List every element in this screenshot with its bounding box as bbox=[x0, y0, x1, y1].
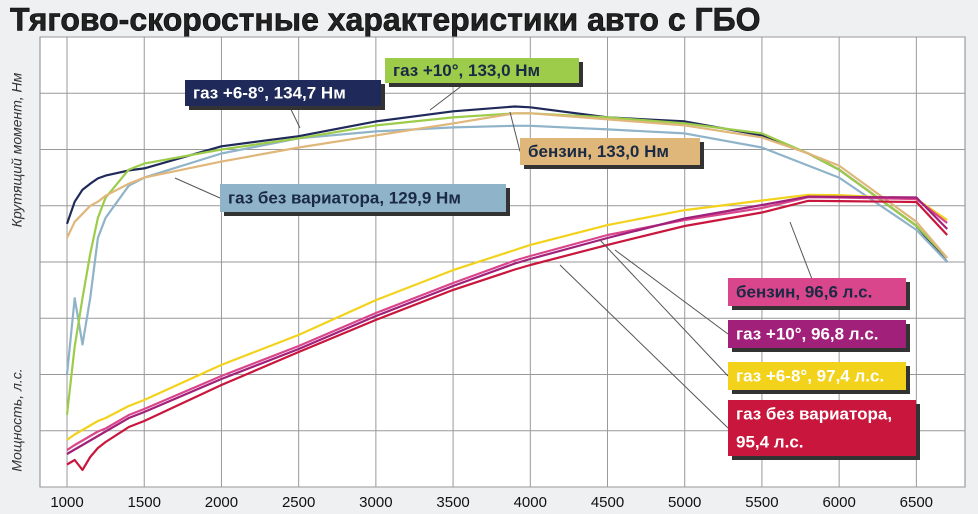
series-line bbox=[66, 195, 948, 455]
annotation-box bbox=[728, 400, 916, 456]
chart-title: Тягово-скоростные характеристики авто с … bbox=[10, 1, 761, 37]
annotation-text: 95,4 л.с. bbox=[736, 432, 804, 451]
annotation-text: газ +6-8°, 97,4 л.с. bbox=[736, 366, 884, 385]
annotation-box bbox=[185, 80, 381, 106]
annotation-text: бензин, 96,6 л.с. bbox=[736, 282, 872, 301]
series-line bbox=[66, 196, 948, 452]
leader-line bbox=[509, 111, 521, 152]
x-tick-label: 6500 bbox=[900, 494, 933, 511]
series-line bbox=[66, 193, 948, 441]
annotation-box bbox=[520, 138, 700, 165]
leader-line bbox=[599, 239, 729, 377]
x-tick-label: 2500 bbox=[282, 494, 315, 511]
leader-line bbox=[559, 264, 729, 429]
annotation-box bbox=[728, 362, 906, 390]
annotation-text: бензин, 133,0 Нм bbox=[528, 142, 669, 161]
leader-line bbox=[614, 249, 729, 335]
series-line bbox=[65, 124, 948, 375]
annotation-text: газ +10°, 133,0 Нм bbox=[393, 61, 540, 80]
y2-axis-label: Мощность, л.с. bbox=[9, 368, 25, 471]
x-tick-label: 1500 bbox=[128, 494, 161, 511]
series-line bbox=[66, 112, 949, 259]
annotation-text: газ +10°, 96,8 л.с. bbox=[736, 324, 879, 343]
leader-line bbox=[174, 177, 221, 199]
x-tick-label: 5000 bbox=[668, 494, 701, 511]
y-axis-label: Крутящий момент, Нм bbox=[9, 72, 25, 227]
x-tick-label: 1000 bbox=[50, 494, 83, 511]
x-tick-label: 5500 bbox=[745, 494, 778, 511]
series-line bbox=[65, 112, 948, 415]
series-line bbox=[66, 199, 949, 471]
x-tick-label: 4000 bbox=[514, 494, 547, 511]
x-tick-label: 3000 bbox=[359, 494, 392, 511]
annotation-text: газ без вариатора, bbox=[736, 404, 892, 423]
x-tick-label: 3500 bbox=[436, 494, 469, 511]
annotation-text: газ +6-8°, 134,7 Нм bbox=[193, 83, 346, 102]
x-tick-label: 4500 bbox=[591, 494, 624, 511]
annotation-box bbox=[728, 320, 906, 348]
x-tick-label: 2000 bbox=[205, 494, 238, 511]
x-tick-label: 6000 bbox=[822, 494, 855, 511]
annotation-text: газ без вариатора, 129,9 Нм bbox=[228, 188, 461, 207]
annotation-box bbox=[220, 184, 506, 212]
annotation-box bbox=[728, 278, 906, 306]
annotation-box bbox=[385, 58, 579, 83]
